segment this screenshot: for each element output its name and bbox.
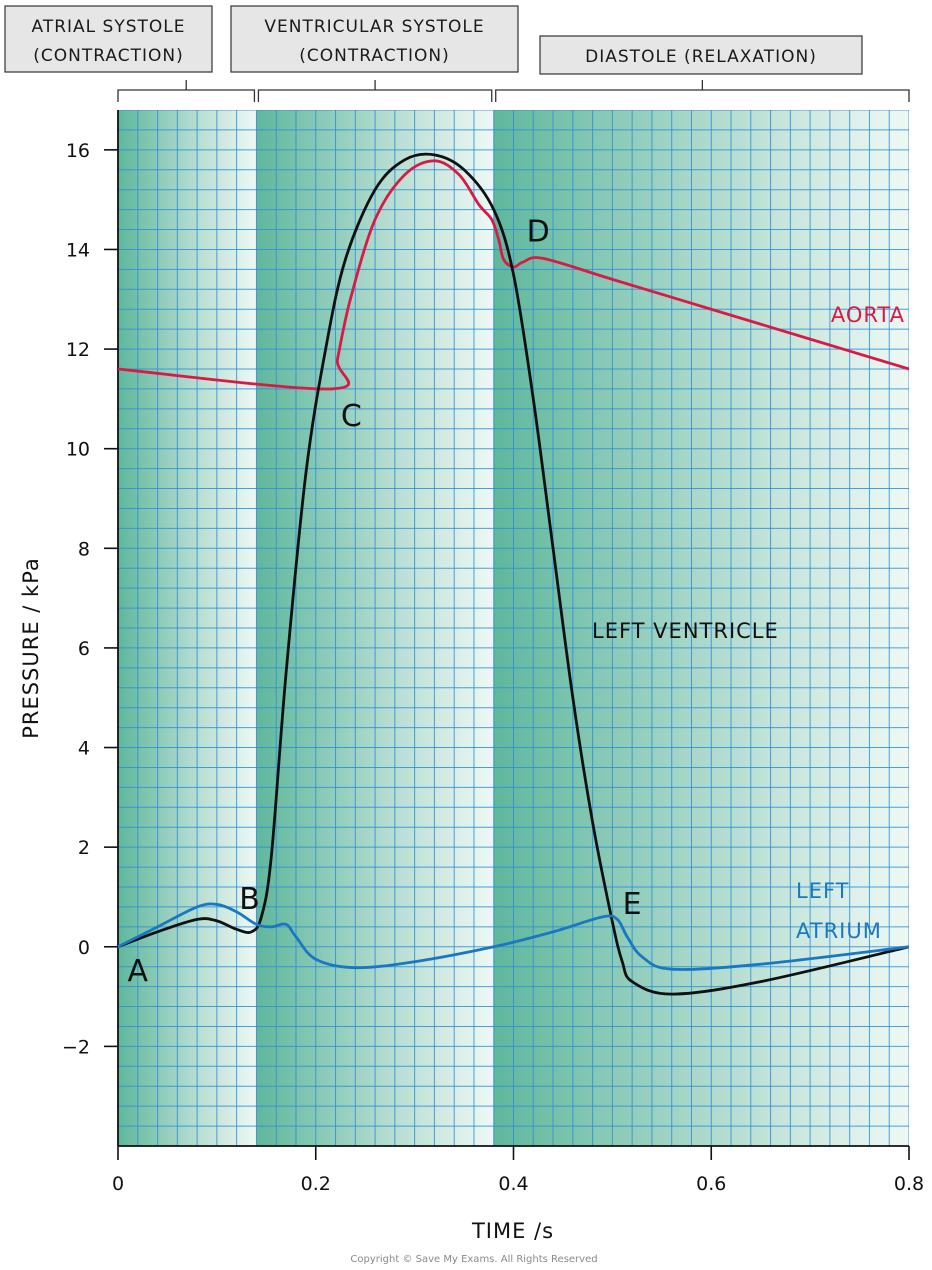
- y-axis-title: PRESSURE / kPa: [19, 557, 43, 739]
- y-tick-label: 14: [66, 239, 90, 261]
- point-label-a: A: [128, 954, 149, 989]
- phase-header-label: DIASTOLE (RELAXATION): [585, 47, 817, 67]
- y-tick-label: −2: [62, 1036, 90, 1058]
- point-label-b: B: [239, 882, 260, 917]
- y-tick-label: 0: [78, 937, 90, 959]
- series-line-aorta: [118, 159, 909, 391]
- series-label-left-atrium: ATRIUM: [796, 919, 882, 943]
- series-line-left-atrium: [118, 902, 909, 971]
- y-tick-label: 16: [66, 140, 90, 162]
- axes: −2 0 2 4 6 8 10 12 14 16 0 0.2 0.4 0.6 0.8: [62, 110, 924, 1195]
- phase-header-label: ATRIAL SYSTOLE: [32, 17, 186, 37]
- phase-header-label: (CONTRACTION): [33, 46, 183, 66]
- series-label-left-atrium: LEFT: [796, 879, 850, 903]
- y-tick-label: 12: [66, 339, 90, 361]
- series-lines: [118, 152, 909, 996]
- phase-header-box: [539, 35, 863, 75]
- series-label-aorta: AORTA: [831, 303, 905, 327]
- x-tick-label: 0.8: [894, 1173, 924, 1195]
- point-label-c: C: [341, 399, 362, 434]
- phase-header-box: [4, 5, 213, 73]
- series-label-left-ventricle: LEFT VENTRICLE: [592, 619, 779, 643]
- x-axis-title: TIME /s: [471, 1219, 554, 1243]
- y-tick-label: 10: [66, 439, 90, 461]
- y-tick-label: 8: [78, 538, 90, 560]
- phase-header-label: (CONTRACTION): [299, 46, 449, 66]
- copyright-notice: Copyright © Save My Exams. All Rights Re…: [350, 1254, 597, 1265]
- point-label-d: D: [527, 215, 550, 250]
- grid: [118, 110, 909, 1146]
- phase-headers: ATRIAL SYSTOLE (CONTRACTION) VENTRICULAR S…: [4, 5, 910, 102]
- y-tick-label: 6: [78, 638, 90, 660]
- chart-labels: AORTA LEFT VENTRICLE LEFT ATRIUM A B C D E: [128, 215, 905, 990]
- y-tick-label: 2: [78, 837, 90, 859]
- point-label-e: E: [623, 887, 642, 922]
- series-line-left-ventricle: [118, 152, 909, 996]
- x-tick-label: 0.2: [301, 1173, 331, 1195]
- x-tick-label: 0.6: [696, 1173, 726, 1195]
- phase-header-box: [230, 5, 519, 73]
- phase-bracket: [117, 80, 256, 102]
- phase-bracket: [495, 80, 910, 102]
- y-tick-label: 4: [78, 738, 90, 760]
- x-tick-label: 0: [112, 1173, 124, 1195]
- phase-bracket: [257, 80, 493, 102]
- phase-header-label: VENTRICULAR SYSTOLE: [264, 17, 484, 37]
- x-tick-label: 0.4: [498, 1173, 528, 1195]
